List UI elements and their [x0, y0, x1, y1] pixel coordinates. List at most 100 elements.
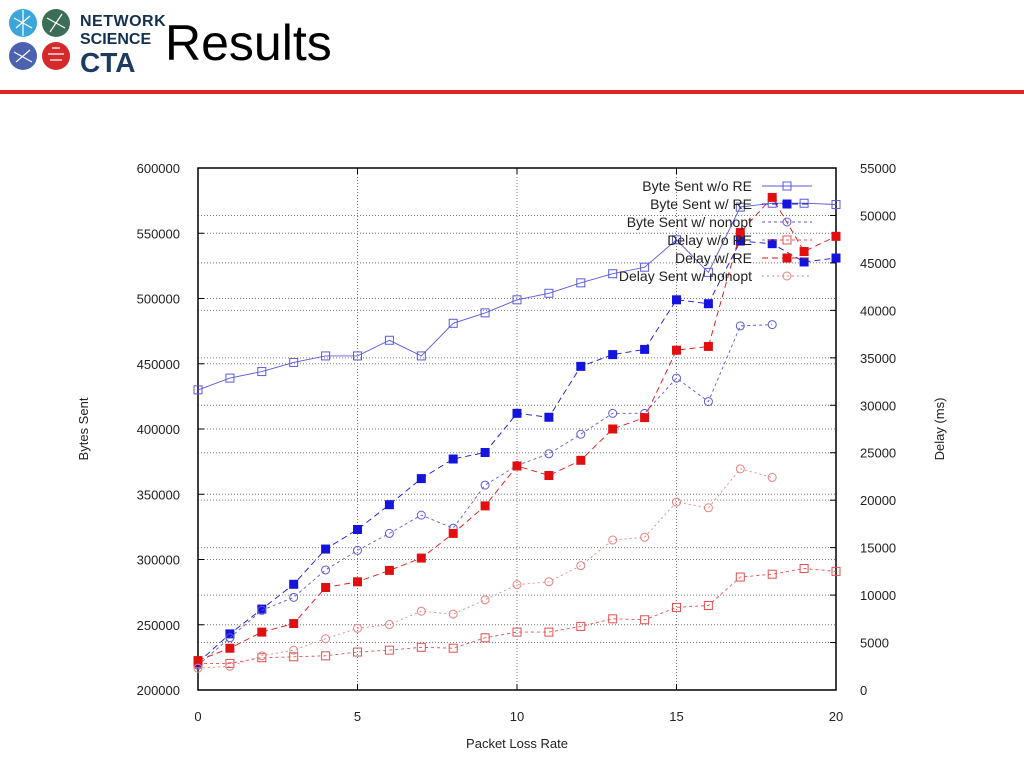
- data-point: [512, 295, 522, 305]
- data-point: [703, 341, 713, 351]
- data-point: [576, 621, 586, 631]
- data-point: [767, 472, 777, 482]
- data-point: [767, 569, 777, 579]
- series-4: [193, 192, 841, 666]
- data-point: [576, 278, 586, 288]
- y-tick-label: 400000: [137, 422, 180, 437]
- legend-label: Byte Sent w/ nonopt: [627, 214, 752, 230]
- data-point: [735, 228, 745, 238]
- data-point: [608, 614, 618, 624]
- series-line: [197, 202, 837, 391]
- legend-marker: [782, 199, 792, 209]
- slide-title: Results: [165, 15, 332, 71]
- data-point: [289, 645, 299, 655]
- data-point: [289, 592, 299, 602]
- data-point: [480, 595, 490, 605]
- x-tick-label: 15: [669, 709, 683, 724]
- legend-marker: [782, 271, 792, 281]
- data-point: [193, 385, 203, 395]
- x-tick-label: 20: [829, 709, 843, 724]
- data-point: [544, 471, 554, 481]
- y2-tick-label: 35000: [860, 351, 896, 366]
- data-point: [416, 553, 426, 563]
- series-line: [197, 468, 773, 669]
- data-point: [416, 642, 426, 652]
- y2-axis-label: Delay (ms): [932, 398, 947, 461]
- data-point: [289, 619, 299, 629]
- y2-tick-label: 25000: [860, 446, 896, 461]
- y-axis-label: Bytes Sent: [76, 397, 91, 460]
- data-point: [480, 447, 490, 457]
- series-3: [193, 564, 841, 668]
- data-point: [544, 288, 554, 298]
- y-tick-label: 600000: [137, 161, 180, 176]
- data-point: [448, 528, 458, 538]
- data-point: [225, 643, 235, 653]
- y2-tick-label: 30000: [860, 398, 896, 413]
- y-tick-label: 300000: [137, 553, 180, 568]
- logo-line-cta: CTA: [80, 47, 136, 78]
- data-point: [672, 602, 681, 612]
- data-point: [703, 397, 713, 407]
- data-point: [448, 318, 458, 328]
- network-globe-icon: [9, 9, 70, 70]
- data-point: [544, 449, 554, 459]
- legend-label: Delay Sent w/ nonopt: [619, 268, 752, 284]
- legend-marker: [782, 181, 792, 191]
- data-point: [608, 350, 618, 360]
- data-point: [735, 572, 745, 582]
- logo-line-science: SCIENCE: [80, 31, 152, 48]
- data-point: [799, 198, 809, 208]
- data-point: [353, 351, 362, 361]
- data-point: [193, 663, 203, 673]
- data-point: [353, 524, 362, 534]
- logo-wordmark: NETWORK SCIENCE CTA: [80, 14, 166, 77]
- title-underline: [0, 90, 1024, 94]
- data-point: [384, 335, 394, 345]
- data-point: [831, 253, 841, 263]
- y-tick-label: 250000: [137, 618, 180, 633]
- y-tick-label: 450000: [137, 357, 180, 372]
- data-point: [321, 565, 331, 575]
- data-point: [416, 606, 426, 616]
- y2-tick-label: 45000: [860, 256, 896, 271]
- data-point: [544, 577, 554, 587]
- data-point: [831, 566, 841, 576]
- data-point: [544, 627, 554, 637]
- data-point: [512, 580, 522, 590]
- data-point: [225, 658, 235, 668]
- data-point: [353, 623, 362, 633]
- data-point: [576, 455, 586, 465]
- series-1: [193, 236, 841, 668]
- data-point: [480, 501, 490, 511]
- data-point: [640, 413, 650, 423]
- data-point: [448, 609, 458, 619]
- x-tick-label: 10: [510, 709, 524, 724]
- data-point: [480, 308, 490, 318]
- data-point: [225, 661, 235, 671]
- data-point: [608, 424, 618, 434]
- series-5: [193, 464, 777, 673]
- legend-label: Byte Sent w/o RE: [642, 178, 752, 194]
- data-point: [353, 577, 362, 587]
- y2-tick-label: 15000: [860, 541, 896, 556]
- data-point: [321, 634, 331, 644]
- legend-label: Delay w/o RE: [667, 232, 752, 248]
- data-point: [384, 645, 394, 655]
- data-point: [512, 627, 522, 637]
- series-2: [193, 320, 777, 670]
- data-point: [416, 474, 426, 484]
- data-point: [608, 269, 618, 279]
- data-point: [321, 582, 331, 592]
- data-point: [672, 235, 681, 245]
- series-0: [193, 198, 841, 395]
- data-point: [672, 373, 681, 383]
- data-point: [353, 545, 362, 555]
- data-point: [799, 564, 809, 574]
- data-point: [672, 345, 681, 355]
- x-tick-label: 0: [194, 709, 201, 724]
- data-point: [576, 429, 586, 439]
- data-point: [257, 651, 267, 661]
- data-point: [576, 361, 586, 371]
